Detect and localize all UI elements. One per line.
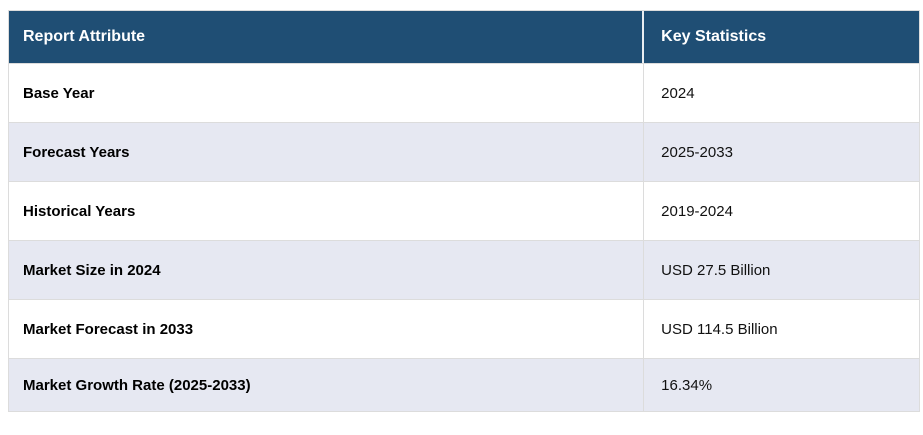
key-statistic-cell: USD 27.5 Billion bbox=[644, 240, 919, 299]
table-row: Historical Years 2019-2024 bbox=[9, 181, 919, 240]
key-statistic-cell: USD 114.5 Billion bbox=[644, 299, 919, 358]
table-row: Base Year 2024 bbox=[9, 63, 919, 122]
key-statistic-cell: 16.34% bbox=[644, 358, 919, 411]
table-header: Report Attribute Key Statistics bbox=[9, 11, 919, 63]
report-attribute-cell: Forecast Years bbox=[9, 122, 645, 181]
report-attribute-cell: Market Forecast in 2033 bbox=[9, 299, 645, 358]
table-row: Market Size in 2024 USD 27.5 Billion bbox=[9, 240, 919, 299]
table-row: Forecast Years 2025-2033 bbox=[9, 122, 919, 181]
report-statistics-table: Report Attribute Key Statistics Base Yea… bbox=[8, 10, 920, 412]
report-statistics-section: Report Attribute Key Statistics Base Yea… bbox=[8, 10, 920, 412]
key-statistic-cell: 2024 bbox=[644, 63, 919, 122]
report-attribute-cell: Historical Years bbox=[9, 181, 645, 240]
key-statistic-cell: 2019-2024 bbox=[644, 181, 919, 240]
table-row: Market Growth Rate (2025-2033) 16.34% bbox=[9, 358, 919, 411]
column-header-report-attribute: Report Attribute bbox=[9, 11, 645, 63]
table-row: Market Forecast in 2033 USD 114.5 Billio… bbox=[9, 299, 919, 358]
header-row: Report Attribute Key Statistics bbox=[9, 11, 919, 63]
report-attribute-cell: Base Year bbox=[9, 63, 645, 122]
table-body: Base Year 2024 Forecast Years 2025-2033 … bbox=[9, 63, 919, 411]
report-attribute-cell: Market Size in 2024 bbox=[9, 240, 645, 299]
report-attribute-cell: Market Growth Rate (2025-2033) bbox=[9, 358, 645, 411]
column-header-key-statistics: Key Statistics bbox=[644, 11, 919, 63]
key-statistic-cell: 2025-2033 bbox=[644, 122, 919, 181]
